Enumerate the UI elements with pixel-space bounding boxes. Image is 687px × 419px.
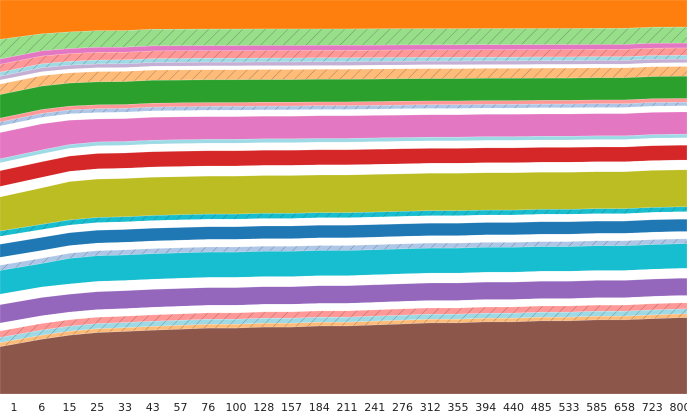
x-tick-label: 658 [614,401,635,414]
x-tick-label: 312 [420,401,441,414]
x-tick-label: 394 [475,401,496,414]
x-tick-label: 25 [90,401,104,414]
x-tick-label: 157 [281,401,302,414]
x-tick-label: 276 [392,401,413,414]
x-tick-label: 57 [174,401,188,414]
x-tick-label: 355 [448,401,469,414]
x-tick-label: 485 [531,401,552,414]
x-tick-label: 1 [11,401,18,414]
x-tick-label: 440 [503,401,524,414]
x-tick-label: 6 [38,401,45,414]
x-tick-label: 184 [309,401,330,414]
x-tick-label: 800 [670,401,687,414]
x-tick-label: 211 [337,401,358,414]
x-tick-label: 241 [364,401,385,414]
x-tick-label: 43 [146,401,160,414]
x-tick-label: 100 [226,401,247,414]
x-tick-label: 33 [118,401,132,414]
x-tick-label: 723 [642,401,663,414]
x-tick-label: 15 [63,401,77,414]
x-tick-label: 585 [586,401,607,414]
x-tick-label: 533 [559,401,580,414]
x-tick-label: 128 [253,401,274,414]
x-tick-label: 76 [201,401,215,414]
area-series-group [0,0,687,394]
x-axis-tick-labels: 1 6 15 25 33 43 57 76 100 128 157 184 211 241 276 312 35… [11,401,687,414]
